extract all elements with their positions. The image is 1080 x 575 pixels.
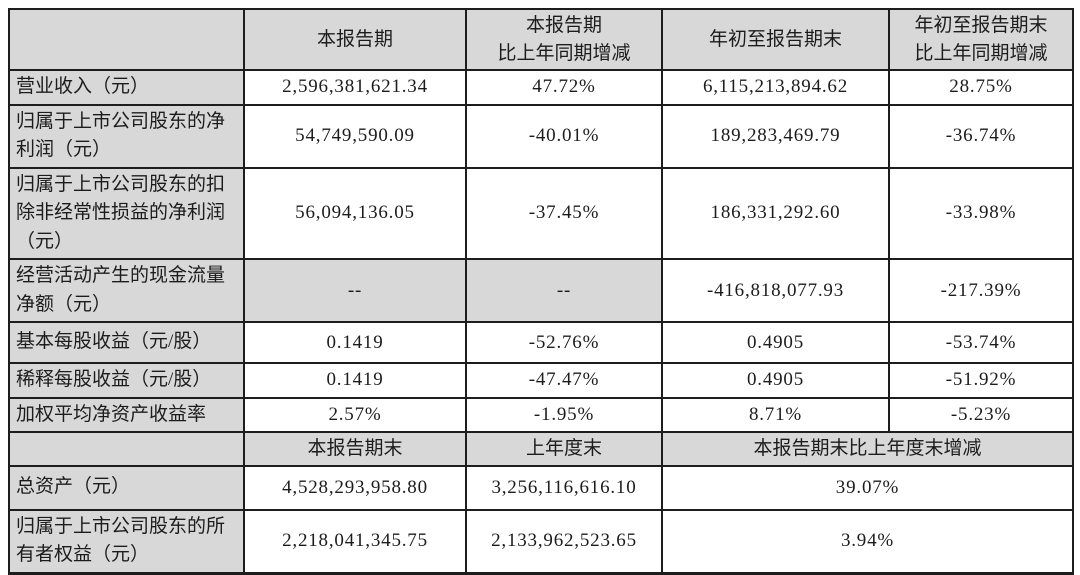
cell-value: 3.94% bbox=[661, 508, 1074, 575]
cell-value: 28.75% bbox=[888, 69, 1074, 106]
row-label: 归属于上市公司股东的净利润（元） bbox=[8, 103, 245, 169]
header-ytd-yoy: 年初至报告期末 比上年同期增减 bbox=[888, 7, 1074, 72]
financial-summary-table: 本报告期 本报告期 比上年同期增减 年初至报告期末 年初至报告期末 比上年同期增… bbox=[8, 7, 1074, 575]
cell-value: 54,749,590.09 bbox=[243, 103, 467, 169]
cell-value: -5.23% bbox=[888, 396, 1074, 434]
cell-value: -- bbox=[465, 258, 663, 324]
row-label: 营业收入（元） bbox=[8, 69, 245, 106]
header-row: 本报告期 本报告期 比上年同期增减 年初至报告期末 年初至报告期末 比上年同期增… bbox=[8, 7, 1074, 72]
cell-value: 4,528,293,958.80 bbox=[243, 464, 467, 511]
row-operating-revenue: 营业收入（元） 2,596,381,621.34 47.72% 6,115,21… bbox=[8, 69, 1074, 106]
row-net-profit: 归属于上市公司股东的净利润（元） 54,749,590.09 -40.01% 1… bbox=[8, 103, 1074, 169]
cell-value: 2,133,962,523.65 bbox=[465, 508, 663, 575]
cell-value: 6,115,213,894.62 bbox=[661, 69, 890, 106]
row-owners-equity: 归属于上市公司股东的所有者权益（元） 2,218,041,345.75 2,13… bbox=[8, 508, 1074, 575]
cell-value: 47.72% bbox=[465, 69, 663, 106]
cell-value: 0.4905 bbox=[661, 321, 890, 365]
cell-value: 2.57% bbox=[243, 396, 467, 434]
row-label: 归属于上市公司股东的扣除非经常性损益的净利润（元） bbox=[8, 166, 245, 261]
cell-value: -47.47% bbox=[465, 362, 663, 399]
cell-value: -53.74% bbox=[888, 321, 1074, 365]
row-label: 归属于上市公司股东的所有者权益（元） bbox=[8, 508, 245, 575]
cell-value: 0.1419 bbox=[243, 362, 467, 399]
cell-value: -217.39% bbox=[888, 258, 1074, 324]
cell-value: -416,818,077.93 bbox=[661, 258, 890, 324]
cell-value: -52.76% bbox=[465, 321, 663, 365]
row-label: 稀释每股收益（元/股） bbox=[8, 362, 245, 399]
header-ytd: 年初至报告期末 bbox=[661, 7, 890, 72]
row-diluted-eps: 稀释每股收益（元/股） 0.1419 -47.47% 0.4905 -51.92… bbox=[8, 362, 1074, 399]
cell-value: 186,331,292.60 bbox=[661, 166, 890, 261]
row-basic-eps: 基本每股收益（元/股） 0.1419 -52.76% 0.4905 -53.74… bbox=[8, 321, 1074, 365]
cell-value: -51.92% bbox=[888, 362, 1074, 399]
cell-value: -33.98% bbox=[888, 166, 1074, 261]
row-label: 基本每股收益（元/股） bbox=[8, 321, 245, 365]
subheader-period-end-vs-prior: 本报告期末比上年度末增减 bbox=[661, 431, 1074, 467]
cell-value: 189,283,469.79 bbox=[661, 103, 890, 169]
row-operating-cash-flow: 经营活动产生的现金流量净额（元） -- -- -416,818,077.93 -… bbox=[8, 258, 1074, 324]
cell-value: 0.1419 bbox=[243, 321, 467, 365]
cell-value: -40.01% bbox=[465, 103, 663, 169]
subheader-period-end: 本报告期末 bbox=[243, 431, 467, 467]
row-total-assets: 总资产（元） 4,528,293,958.80 3,256,116,616.10… bbox=[8, 464, 1074, 511]
cell-value: 0.4905 bbox=[661, 362, 890, 399]
cell-value: 2,596,381,621.34 bbox=[243, 69, 467, 106]
cell-value: -- bbox=[243, 258, 467, 324]
cell-value: 56,094,136.05 bbox=[243, 166, 467, 261]
row-weighted-avg-roe: 加权平均净资产收益率 2.57% -1.95% 8.71% -5.23% bbox=[8, 396, 1074, 434]
row-label: 总资产（元） bbox=[8, 464, 245, 511]
row-label: 经营活动产生的现金流量净额（元） bbox=[8, 258, 245, 324]
header-corner-cell bbox=[8, 7, 245, 72]
row-label: 加权平均净资产收益率 bbox=[8, 396, 245, 434]
cell-value: 8.71% bbox=[661, 396, 890, 434]
header-current-period-yoy: 本报告期 比上年同期增减 bbox=[465, 7, 663, 72]
cell-value: 3,256,116,616.10 bbox=[465, 464, 663, 511]
subheader-prior-year-end: 上年度末 bbox=[465, 431, 663, 467]
header-current-period: 本报告期 bbox=[243, 7, 467, 72]
cell-value: -37.45% bbox=[465, 166, 663, 261]
cell-value: -36.74% bbox=[888, 103, 1074, 169]
subheader-row: 本报告期末 上年度末 本报告期末比上年度末增减 bbox=[8, 431, 1074, 467]
cell-value: 39.07% bbox=[661, 464, 1074, 511]
cell-value: -1.95% bbox=[465, 396, 663, 434]
row-net-profit-excl-nonrecurring: 归属于上市公司股东的扣除非经常性损益的净利润（元） 56,094,136.05 … bbox=[8, 166, 1074, 261]
subheader-corner-cell bbox=[8, 431, 245, 467]
cell-value: 2,218,041,345.75 bbox=[243, 508, 467, 575]
